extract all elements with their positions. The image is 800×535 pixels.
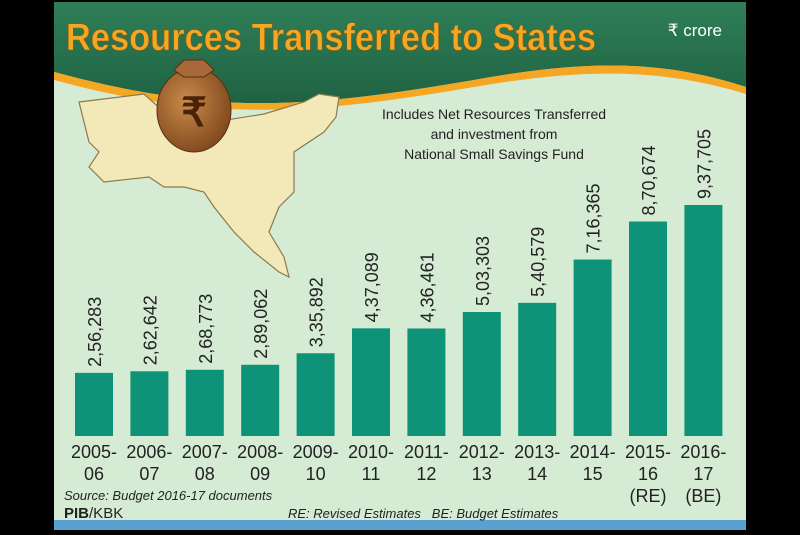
category-label: 15 (583, 464, 603, 484)
bar-chart: Resources Transferred to States ₹ crore … (54, 2, 746, 530)
category-label: 2010- (348, 442, 394, 462)
category-label: 08 (195, 464, 215, 484)
abbreviation-legend: RE: Revised Estimates BE: Budget Estimat… (288, 506, 559, 521)
note-line: Includes Net Resources Transferred (382, 106, 606, 122)
note-line: and investment from (431, 126, 558, 142)
category-label: 12 (416, 464, 436, 484)
value-label: 8,70,674 (639, 145, 659, 215)
bar (573, 259, 612, 436)
bar (75, 372, 113, 436)
category-label: 2008- (237, 442, 283, 462)
category-label: 16 (638, 464, 658, 484)
category-label: 06 (84, 464, 104, 484)
source-note: Source: Budget 2016-17 documents (64, 488, 273, 503)
category-label: 2011- (404, 442, 449, 462)
category-label: 13 (472, 464, 492, 484)
bar (352, 328, 390, 436)
category-label: 07 (139, 464, 159, 484)
category-label: 11 (362, 464, 381, 484)
value-label: 5,03,303 (473, 236, 493, 306)
category-label: 17 (693, 464, 713, 484)
money-bag-icon: ₹ (156, 59, 232, 153)
value-label: 5,40,579 (528, 227, 548, 297)
category-label: 2005- (71, 442, 117, 462)
value-label: 4,37,089 (362, 252, 382, 322)
svg-text:₹: ₹ (181, 91, 206, 135)
category-label: 2009- (293, 442, 339, 462)
bar (629, 221, 667, 436)
header-band (54, 2, 746, 104)
chart-title: Resources Transferred to States (66, 17, 596, 59)
bar (241, 364, 280, 436)
bar (185, 369, 224, 436)
value-label: 2,68,773 (196, 294, 216, 364)
category-label: 09 (250, 464, 270, 484)
category-label: (BE) (685, 486, 721, 506)
category-label: 14 (527, 464, 547, 484)
category-label: 2012- (459, 442, 505, 462)
note: Includes Net Resources Transferred and i… (382, 106, 606, 162)
value-label: 4,36,461 (417, 252, 437, 322)
bar (684, 205, 723, 436)
bars-group: 2,56,283 2005-06 2,62,642 2006-07 2,68,773 20… (71, 129, 726, 506)
india-map-icon (78, 93, 340, 279)
note-line: National Small Savings Fund (404, 146, 584, 162)
value-label: 9,37,705 (694, 129, 714, 199)
category-label: 2007- (182, 442, 228, 462)
category-label: 2013- (514, 442, 560, 462)
category-label: 10 (306, 464, 326, 484)
bar (130, 371, 169, 436)
bar (518, 302, 557, 436)
bar (296, 353, 335, 436)
credit: PIB/KBK (64, 505, 123, 522)
category-label: 2016- (680, 442, 726, 462)
bar (462, 312, 501, 436)
credit-bold: PIB (64, 505, 89, 522)
value-label: 3,35,892 (307, 277, 327, 347)
value-label: 7,16,365 (584, 183, 604, 253)
category-label: 2014- (570, 442, 616, 462)
credit-rest: /KBK (89, 505, 123, 522)
value-label: 2,89,062 (251, 289, 271, 359)
category-label: (RE) (630, 486, 667, 506)
category-label: 2015- (625, 442, 671, 462)
bar (407, 328, 446, 436)
value-label: 2,62,642 (140, 295, 160, 365)
category-label: 2006- (126, 442, 172, 462)
bottom-stripe (54, 520, 746, 530)
unit-label: ₹ crore (668, 21, 722, 40)
value-label: 2,56,283 (85, 297, 105, 367)
infographic: Resources Transferred to States ₹ crore … (54, 2, 746, 530)
